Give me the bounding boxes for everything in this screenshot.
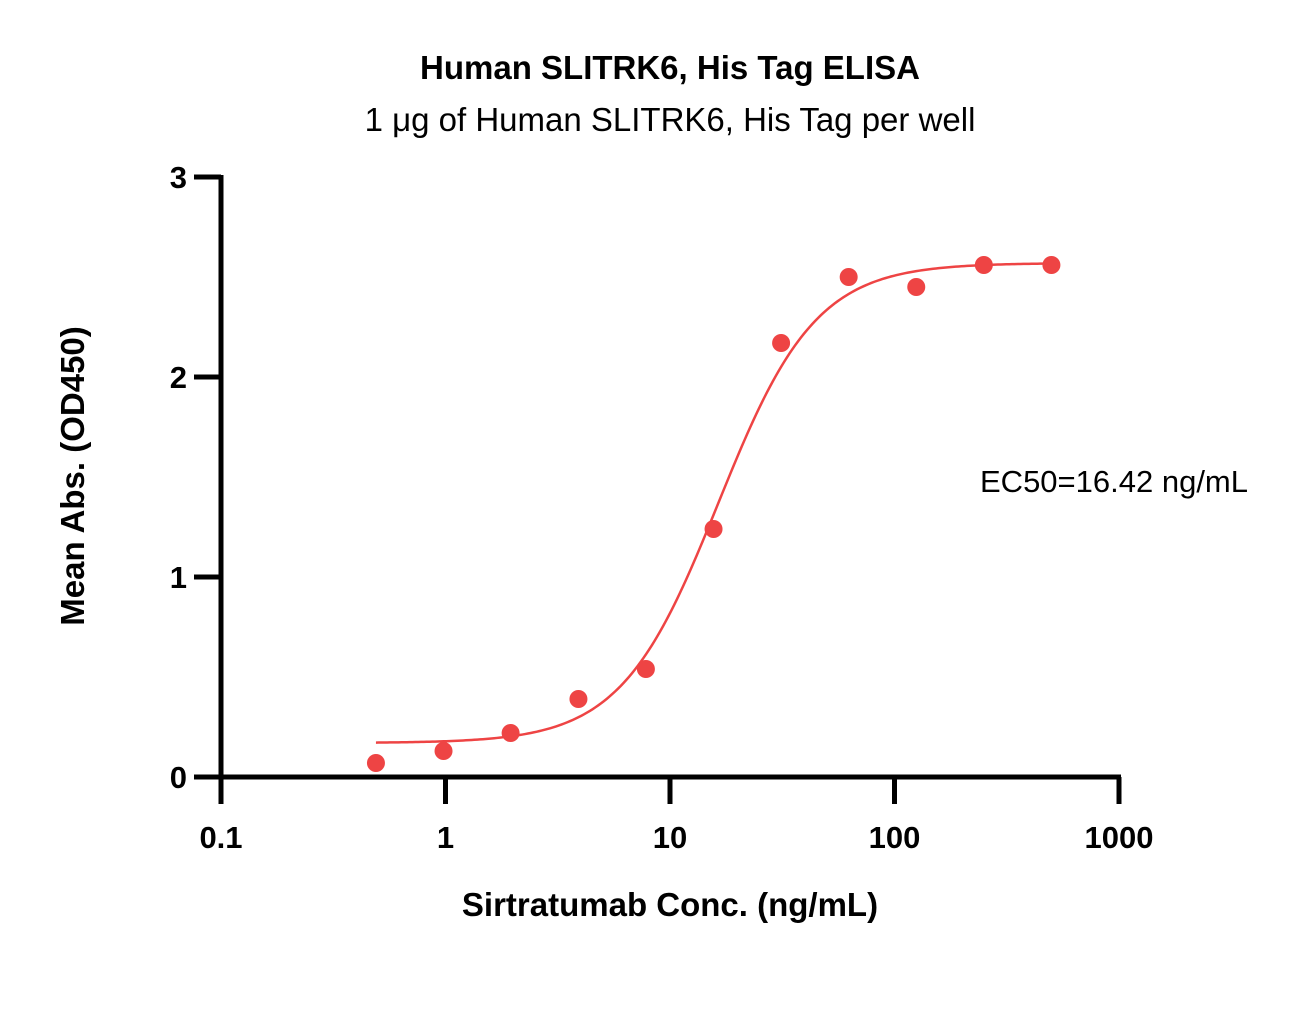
tick-labels: 0 1 2 3 0.1 1 10 100 1000 [170, 160, 1154, 855]
x-tick-label: 10 [653, 820, 687, 855]
tick-marks [194, 174, 1122, 804]
x-axis-label: Sirtratumab Conc. (ng/mL) [462, 886, 878, 923]
y-tick-label: 0 [170, 760, 187, 795]
y-tick-label: 1 [170, 560, 187, 595]
data-point [1042, 256, 1061, 274]
x-tick-label: 1 [437, 820, 454, 855]
data-point [772, 334, 791, 352]
chart-subtitle: 1 μg of Human SLITRK6, His Tag per well [365, 101, 976, 138]
x-tick-label: 100 [869, 820, 921, 855]
data-points [366, 256, 1061, 772]
data-point [434, 742, 453, 760]
data-point [704, 520, 723, 538]
fit-curve [375, 262, 1052, 744]
x-tick-label: 1000 [1085, 820, 1154, 855]
chart-title: Human SLITRK6, His Tag ELISA [420, 49, 920, 86]
x-tick-label: 0.1 [199, 820, 242, 855]
data-point [501, 724, 520, 742]
data-point [569, 690, 588, 708]
data-point [636, 660, 655, 678]
y-tick-label: 2 [170, 360, 187, 395]
data-point [839, 268, 858, 286]
data-point [907, 278, 926, 296]
ec50-annotation: EC50=16.42 ng/mL [980, 464, 1248, 499]
data-point [974, 256, 993, 274]
y-tick-label: 3 [170, 160, 187, 195]
y-axis-label: Mean Abs. (OD450) [54, 326, 91, 626]
data-point [366, 754, 385, 772]
